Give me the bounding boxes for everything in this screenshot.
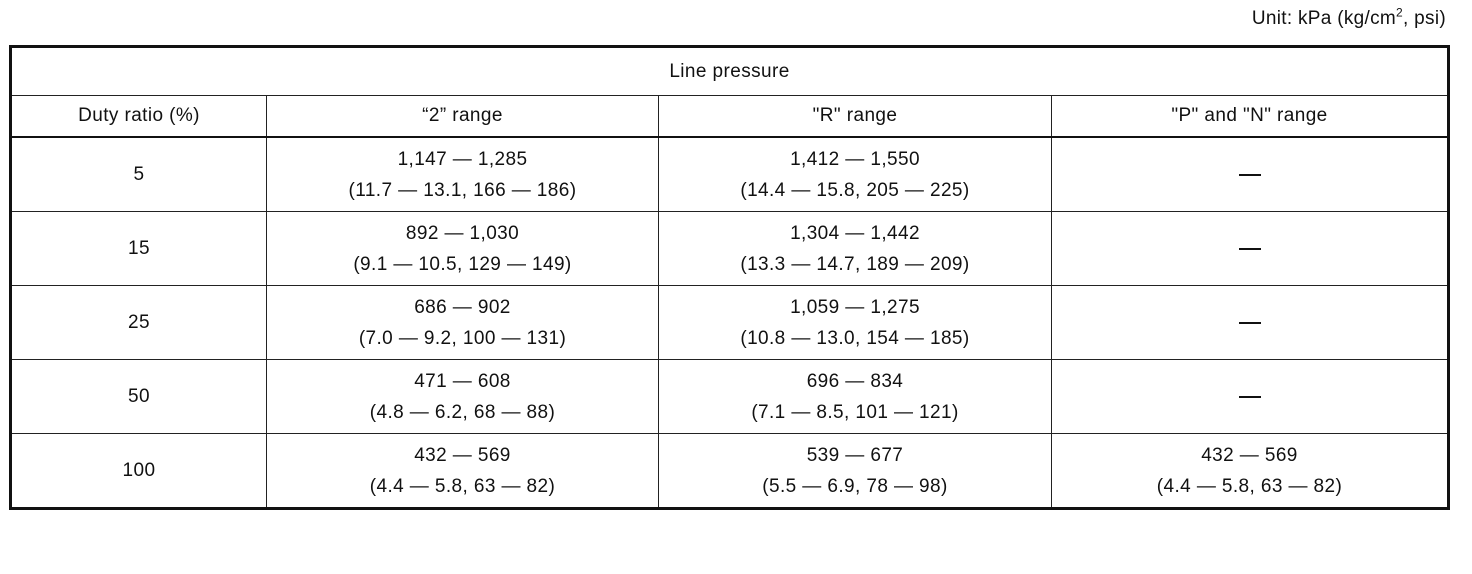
duty-ratio-cell: 100 xyxy=(10,433,267,509)
kpa-value: 1,059 — 1,275 xyxy=(790,296,920,318)
range-2-cell: 892 — 1,030 (9.1 — 10.5, 129 — 149) xyxy=(266,211,659,286)
kpa-value: 1,304 — 1,442 xyxy=(790,222,920,244)
kgcm2-psi-value: (7.0 — 9.2, 100 — 131) xyxy=(358,327,567,349)
kgcm2-psi-value: (5.5 — 6.9, 78 — 98) xyxy=(762,475,948,497)
range-r-cell: 1,059 — 1,275 (10.8 — 13.0, 154 — 185) xyxy=(658,285,1052,360)
column-header-2-range: “2” range xyxy=(266,95,659,138)
kpa-value: 432 — 569 xyxy=(1201,444,1298,466)
range-pn-cell xyxy=(1050,211,1450,286)
table-row: 5 1,147 — 1,285 (11.7 — 13.1, 166 — 186) 1,… xyxy=(10,136,1450,212)
table-row: 100 432 — 569 (4.4 — 5.8, 63 — 82) 539 — 67… xyxy=(10,433,1450,509)
kgcm2-psi-value: (4.4 — 5.8, 63 — 82) xyxy=(369,475,556,497)
range-2-cell: 432 — 569 (4.4 — 5.8, 63 — 82) xyxy=(266,433,659,509)
table-header-row: Duty ratio (%) “2” range "R" range "P" a… xyxy=(10,95,1450,138)
column-header-r-range: "R" range xyxy=(658,95,1052,138)
kgcm2-psi-value: (4.8 — 6.2, 68 — 88) xyxy=(369,401,556,423)
table-body: 5 1,147 — 1,285 (11.7 — 13.1, 166 — 186) 1,… xyxy=(10,136,1450,509)
kgcm2-psi-value: (7.1 — 8.5, 101 — 121) xyxy=(751,401,959,423)
kgcm2-psi-value: (11.7 — 13.1, 166 — 186) xyxy=(348,179,577,201)
range-r-cell: 539 — 677 (5.5 — 6.9, 78 — 98) xyxy=(658,433,1052,509)
kgcm2-psi-value: (14.4 — 15.8, 205 — 225) xyxy=(740,179,970,201)
table-title-row: Line pressure xyxy=(9,46,1450,96)
unit-note-suffix: , psi) xyxy=(1403,8,1446,29)
range-r-cell: 1,412 — 1,550 (14.4 — 15.8, 205 — 225) xyxy=(658,136,1052,212)
kpa-value: 1,412 — 1,550 xyxy=(790,148,920,170)
kgcm2-psi-value: (4.4 — 5.8, 63 — 82) xyxy=(1156,475,1343,497)
range-2-cell: 686 — 902 (7.0 — 9.2, 100 — 131) xyxy=(266,285,659,360)
range-pn-cell xyxy=(1050,285,1450,360)
range-r-cell: 696 — 834 (7.1 — 8.5, 101 — 121) xyxy=(658,359,1052,434)
range-2-cell: 1,147 — 1,285 (11.7 — 13.1, 166 — 186) xyxy=(266,136,659,212)
duty-ratio-cell: 25 xyxy=(10,285,267,360)
unit-note-prefix: Unit: kPa (kg/cm xyxy=(1251,8,1397,29)
kgcm2-psi-value: (13.3 — 14.7, 189 — 209) xyxy=(740,253,970,275)
kpa-value: 686 — 902 xyxy=(414,296,511,318)
duty-ratio-cell: 50 xyxy=(10,359,267,434)
kgcm2-psi-value: (10.8 — 13.0, 154 — 185) xyxy=(740,327,970,349)
column-header-p-n-range: "P" and "N" range xyxy=(1050,95,1450,138)
kpa-value: 432 — 569 xyxy=(414,444,511,466)
kpa-value: 696 — 834 xyxy=(806,370,904,392)
kpa-value: 539 — 677 xyxy=(806,444,904,466)
range-2-cell: 471 — 608 (4.8 — 6.2, 68 — 88) xyxy=(266,359,659,434)
range-r-cell: 1,304 — 1,442 (13.3 — 14.7, 189 — 209) xyxy=(658,211,1052,286)
duty-ratio-cell: 15 xyxy=(10,211,267,286)
unit-note-superscript: 2 xyxy=(1396,5,1404,20)
kpa-value: 892 — 1,030 xyxy=(405,222,520,244)
table-row: 25 686 — 902 (7.0 — 9.2, 100 — 131) 1,059 —… xyxy=(10,285,1450,360)
line-pressure-table: Line pressure Duty ratio (%) “2” range "… xyxy=(9,45,1451,510)
range-pn-cell xyxy=(1050,136,1450,212)
kpa-value: 1,147 — 1,285 xyxy=(397,148,528,170)
kpa-value: 471 — 608 xyxy=(414,370,511,392)
table-row: 15 892 — 1,030 (9.1 — 10.5, 129 — 149) 1,30… xyxy=(10,211,1450,286)
table-row: 50 471 — 608 (4.8 — 6.2, 68 — 88) 696 — 834… xyxy=(10,359,1450,434)
table-title: Line pressure xyxy=(9,46,1450,96)
not-applicable-dash xyxy=(1238,247,1261,250)
not-applicable-dash xyxy=(1238,173,1261,176)
column-header-duty-ratio: Duty ratio (%) xyxy=(10,95,267,138)
range-pn-cell xyxy=(1050,359,1450,434)
range-pn-cell: 432 — 569 (4.4 — 5.8, 63 — 82) xyxy=(1050,433,1450,509)
duty-ratio-cell: 5 xyxy=(10,136,267,212)
unit-note: Unit: kPa (kg/cm2, psi) xyxy=(1251,5,1446,30)
not-applicable-dash xyxy=(1238,395,1261,398)
kgcm2-psi-value: (9.1 — 10.5, 129 — 149) xyxy=(353,253,572,275)
not-applicable-dash xyxy=(1238,321,1261,324)
